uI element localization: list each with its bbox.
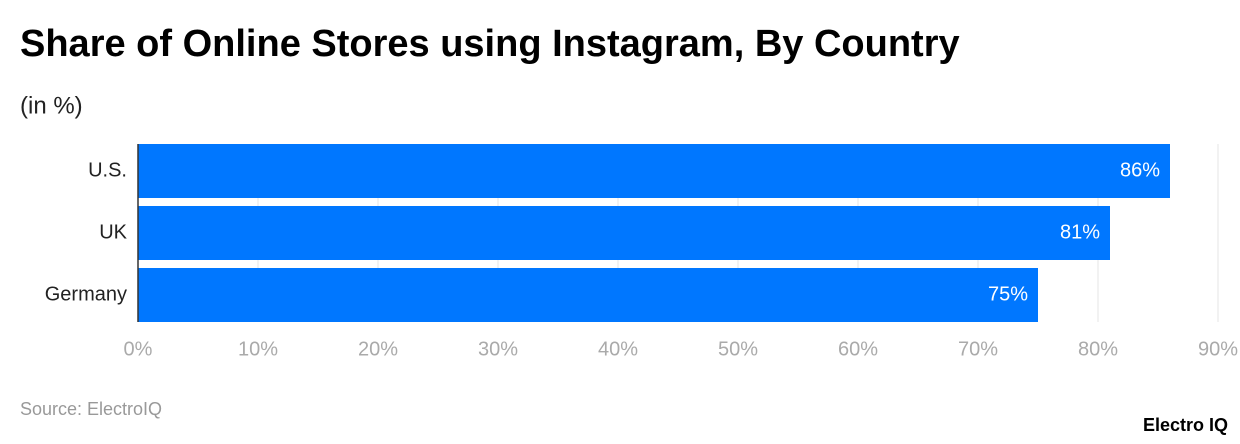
x-tick-label: 40% <box>598 338 638 360</box>
bar <box>138 206 1110 260</box>
y-tick-label: U.S. <box>88 159 127 181</box>
x-tick-label: 70% <box>958 338 998 360</box>
bar <box>138 144 1170 198</box>
x-tick-label: 30% <box>478 338 518 360</box>
chart-title: Share of Online Stores using Instagram, … <box>20 23 960 65</box>
value-label: 81% <box>1060 221 1100 243</box>
y-tick-label: UK <box>99 221 127 243</box>
value-label: 75% <box>988 283 1028 305</box>
x-tick-label: 50% <box>718 338 758 360</box>
x-tick-label: 10% <box>238 338 278 360</box>
brand: Electro IQ <box>1143 415 1228 435</box>
chart-subtitle: (in %) <box>20 92 83 119</box>
x-tick-label: 90% <box>1198 338 1238 360</box>
x-tick-label: 60% <box>838 338 878 360</box>
value-label: 86% <box>1120 159 1160 181</box>
source: Source: ElectroIQ <box>20 399 162 419</box>
bar <box>138 268 1038 322</box>
x-tick-label: 80% <box>1078 338 1118 360</box>
y-tick-label: Germany <box>45 283 127 305</box>
x-tick-label: 0% <box>124 338 153 360</box>
x-tick-label: 20% <box>358 338 398 360</box>
